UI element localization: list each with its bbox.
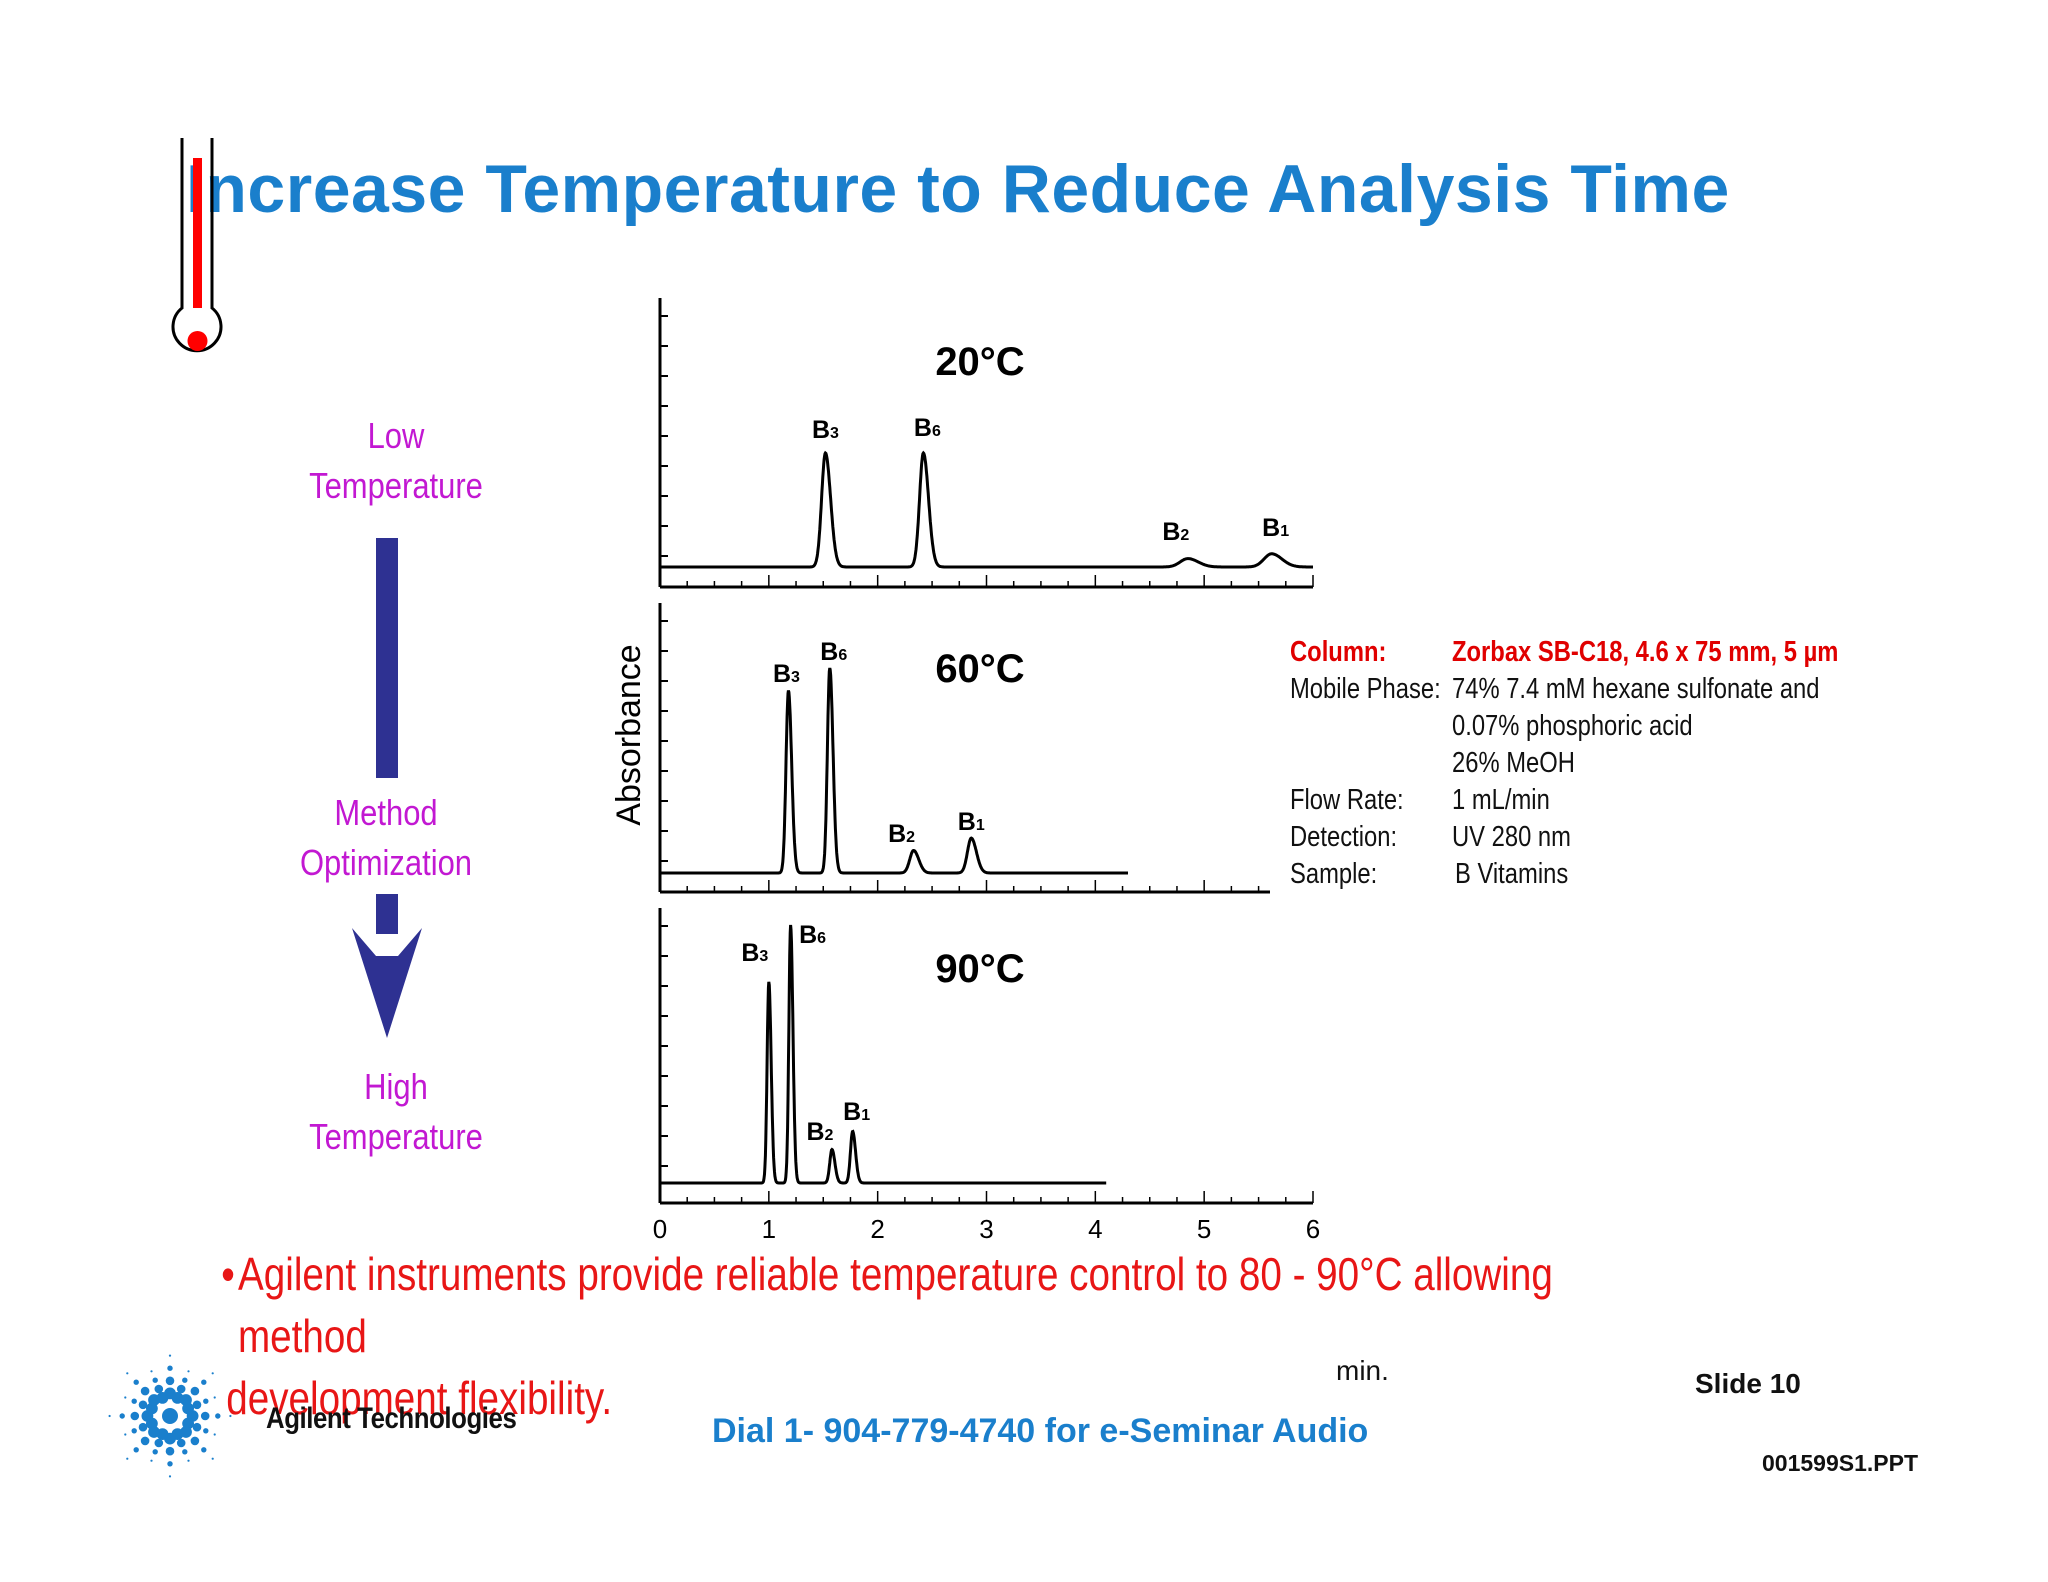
y-axis-label: Absorbance [610, 644, 648, 825]
x-tick-label: 2 [870, 1214, 884, 1244]
condition-value: 74% 7.4 mM hexane sulfonate and [1452, 673, 1820, 705]
peak-label-B3: B3 [773, 660, 800, 688]
peak-label-B2: B2 [806, 1118, 833, 1146]
peak-label-B2: B2 [1162, 518, 1189, 546]
condition-value: 0.07% phosphoric acid [1452, 710, 1693, 742]
thermometer-icon [171, 138, 223, 353]
panel-temperature-label: 20°C [935, 340, 1024, 384]
bullet-line-1: Agilent instruments provide reliable tem… [238, 1248, 1553, 1362]
x-tick-label: 1 [762, 1214, 776, 1244]
peak-label-B2: B2 [888, 820, 915, 848]
condition-label: Flow Rate: [1290, 784, 1404, 816]
x-axis-unit-label: min. [1336, 1355, 1389, 1386]
chromatogram-trace-60c [660, 667, 1128, 875]
audio-dial-in: Dial 1- 904-779-4740 for e-Seminar Audio [712, 1412, 1369, 1450]
peak-label-B1: B1 [843, 1098, 870, 1126]
peak-label-B6: B6 [914, 414, 941, 442]
peak-label-B1: B1 [958, 808, 985, 836]
condition-label: Detection: [1290, 821, 1398, 853]
peak-label-B3: B3 [741, 939, 768, 967]
condition-label: Mobile Phase: [1290, 673, 1441, 705]
low-temperature-label: Low Temperature [309, 415, 483, 506]
high-temperature-label: High Temperature [309, 1066, 483, 1157]
condition-label: Sample: [1290, 858, 1378, 890]
condition-label: Column: [1290, 636, 1387, 668]
brand-name: Agilent Technologies [266, 1402, 517, 1435]
agilent-logo-icon [108, 1354, 232, 1478]
condition-value: Zorbax SB-C18, 4.6 x 75 mm, 5 µm [1452, 636, 1839, 668]
slide-number: Slide 10 [1695, 1368, 1801, 1399]
chromatogram-trace-90c [660, 924, 1107, 1185]
condition-value: UV 280 nm [1452, 821, 1571, 853]
slide-title: Increase Temperature to Reduce Analysis … [186, 151, 1730, 227]
x-tick-label: 4 [1088, 1214, 1102, 1244]
x-tick-label: 0 [653, 1214, 667, 1244]
panel-temperature-label: 60°C [935, 647, 1024, 691]
bullet-text: • Agilent instruments provide reliable t… [221, 1243, 1582, 1429]
condition-value: 1 mL/min [1452, 784, 1550, 816]
peak-label-B6: B6 [820, 638, 847, 666]
x-tick-label: 6 [1306, 1214, 1320, 1244]
bullet-mark: • [221, 1248, 235, 1300]
peak-label-B1: B1 [1262, 514, 1289, 542]
condition-value: 26% MeOH [1452, 747, 1575, 779]
condition-value: B Vitamins [1455, 858, 1569, 890]
x-tick-label: 3 [979, 1214, 993, 1244]
chromatogram-trace-20c [660, 450, 1313, 569]
panel-temperature-label: 90°C [935, 947, 1024, 991]
peak-label-B6: B6 [799, 921, 826, 949]
down-arrow-icon [352, 538, 422, 1038]
x-tick-label: 5 [1197, 1214, 1211, 1244]
method-optimization-label: Method Optimization [299, 792, 473, 883]
file-code: 001599S1.PPT [1762, 1450, 1919, 1476]
peak-label-B3: B3 [812, 416, 839, 444]
bullet-line-2: development flexibility. [226, 1372, 613, 1424]
